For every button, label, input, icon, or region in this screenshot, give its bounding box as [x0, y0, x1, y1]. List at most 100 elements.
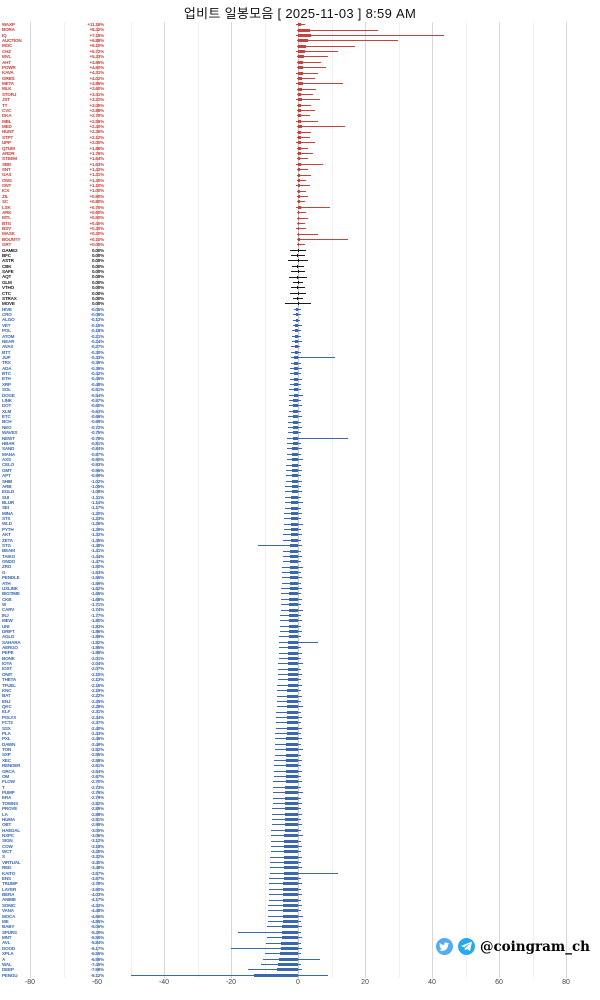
- change-label: +3.41%: [89, 91, 104, 97]
- chart-row: VIRTUAL -3.40%: [0, 860, 600, 865]
- ticker-label: ME: [2, 918, 9, 924]
- change-label: -5.06%: [90, 924, 105, 930]
- range-bar: [284, 303, 312, 305]
- range-bar: [296, 174, 312, 176]
- change-label: +4.02%: [89, 75, 104, 81]
- change-label: -3.48%: [90, 865, 105, 871]
- chart-row: POLYX -2.34%: [0, 715, 600, 720]
- range-bar: [289, 276, 307, 278]
- change-label: -1.26%: [90, 521, 105, 527]
- range-bar: [287, 437, 349, 439]
- chart-row: ZRO -1.50%: [0, 564, 600, 569]
- range-bar: [296, 72, 319, 74]
- chart-row: XRP -0.48%: [0, 382, 600, 387]
- change-label: -3.25%: [90, 849, 105, 855]
- body-bar: [298, 98, 303, 102]
- change-label: -2.04%: [90, 661, 105, 667]
- chart-row: STG -1.38%: [0, 543, 600, 548]
- chart-row: LSK +0.70%: [0, 205, 600, 210]
- body-bar: [292, 436, 298, 440]
- chart-row: STORJ +3.41%: [0, 92, 600, 97]
- change-label: -5.29%: [90, 929, 105, 935]
- ticker-label: META: [2, 81, 14, 87]
- ticker-label: BTT: [2, 349, 11, 355]
- ticker-label: THETA: [2, 677, 16, 683]
- ticker-label: DAWN: [2, 741, 16, 747]
- chart-row: TRX -0.36%: [0, 360, 600, 365]
- body-bar: [290, 528, 298, 532]
- chart-row: VET -0.15%: [0, 323, 600, 328]
- change-label: -1.05%: [90, 483, 105, 489]
- chart-row: UPP +2.00%: [0, 140, 600, 145]
- ticker-label: TRUMP: [2, 881, 18, 887]
- chart-row: BTC -0.42%: [0, 371, 600, 376]
- chart-row: META +3.85%: [0, 81, 600, 86]
- ticker-label: BTC: [2, 371, 11, 377]
- body-bar: [281, 941, 298, 945]
- chart-row: ARDR +1.76%: [0, 151, 600, 156]
- change-label: +1.00%: [89, 188, 104, 194]
- change-label: -9.12%: [90, 972, 105, 978]
- ticker-label: BAT: [2, 693, 11, 699]
- body-bar: [287, 656, 298, 660]
- ticker-label: TON: [2, 747, 12, 753]
- change-label: -1.59%: [90, 580, 105, 586]
- body-bar: [298, 66, 304, 70]
- ticker-label: KNC: [2, 687, 12, 693]
- body-bar: [282, 903, 298, 907]
- chart-row: AKT -1.32%: [0, 532, 600, 537]
- chart-row: SAHARA -1.92%: [0, 640, 600, 645]
- ticker-label: EGLD: [2, 489, 14, 495]
- change-label: +2.12%: [89, 134, 104, 140]
- change-label: -0.18%: [90, 328, 105, 334]
- change-label: -0.99%: [90, 473, 105, 479]
- change-label: -1.74%: [90, 607, 105, 613]
- change-label: -0.05%: [90, 306, 105, 312]
- chart-row: MTL +0.50%: [0, 215, 600, 220]
- chart-row: MINA -1.20%: [0, 511, 600, 516]
- change-label: -2.55%: [90, 752, 105, 758]
- range-bar: [297, 190, 307, 192]
- body-bar: [284, 801, 298, 805]
- body-bar: [295, 329, 298, 333]
- body-bar: [289, 587, 298, 591]
- change-label: +0.90%: [89, 193, 104, 199]
- body-bar: [282, 920, 298, 924]
- chart-row: SEI -1.17%: [0, 505, 600, 510]
- change-label: -4.03%: [90, 892, 105, 898]
- ticker-label: CELO: [2, 462, 14, 468]
- ticker-label: SAFE: [2, 269, 14, 275]
- body-bar: [298, 152, 301, 156]
- chart-row: IOST -2.07%: [0, 666, 600, 671]
- body-bar: [282, 914, 298, 918]
- change-label: -0.30%: [90, 349, 105, 355]
- body-bar: [288, 630, 298, 634]
- range-bar: [296, 131, 312, 133]
- change-label: -3.90%: [90, 886, 105, 892]
- range-bar: [289, 292, 307, 294]
- chart-row: ATOM -0.21%: [0, 334, 600, 339]
- change-label: -5.55%: [90, 935, 105, 941]
- ticker-label: BSV: [2, 226, 11, 232]
- chart-row: ETH -0.45%: [0, 376, 600, 381]
- change-label: +2.55%: [89, 118, 104, 124]
- body-bar: [286, 705, 298, 709]
- body-bar: [288, 635, 298, 639]
- change-label: -2.95%: [90, 822, 105, 828]
- change-label: +0.10%: [89, 236, 104, 242]
- body-bar: [295, 307, 298, 311]
- body-bar: [283, 871, 298, 875]
- ticker-label: STX: [2, 516, 11, 522]
- range-bar: [297, 169, 309, 171]
- ticker-label: MLK: [2, 86, 12, 92]
- chart-row: AQT 0.00%: [0, 274, 600, 279]
- change-label: -0.24%: [90, 338, 105, 344]
- ticker-label: DRIFT: [2, 628, 15, 634]
- gridline: [465, 22, 467, 978]
- ticker-label: ELF: [2, 709, 11, 715]
- range-bar: [296, 45, 355, 47]
- body-bar: [284, 823, 298, 827]
- chart-row: KNC -2.19%: [0, 688, 600, 693]
- body-bar: [286, 710, 298, 714]
- change-label: -1.47%: [90, 559, 105, 565]
